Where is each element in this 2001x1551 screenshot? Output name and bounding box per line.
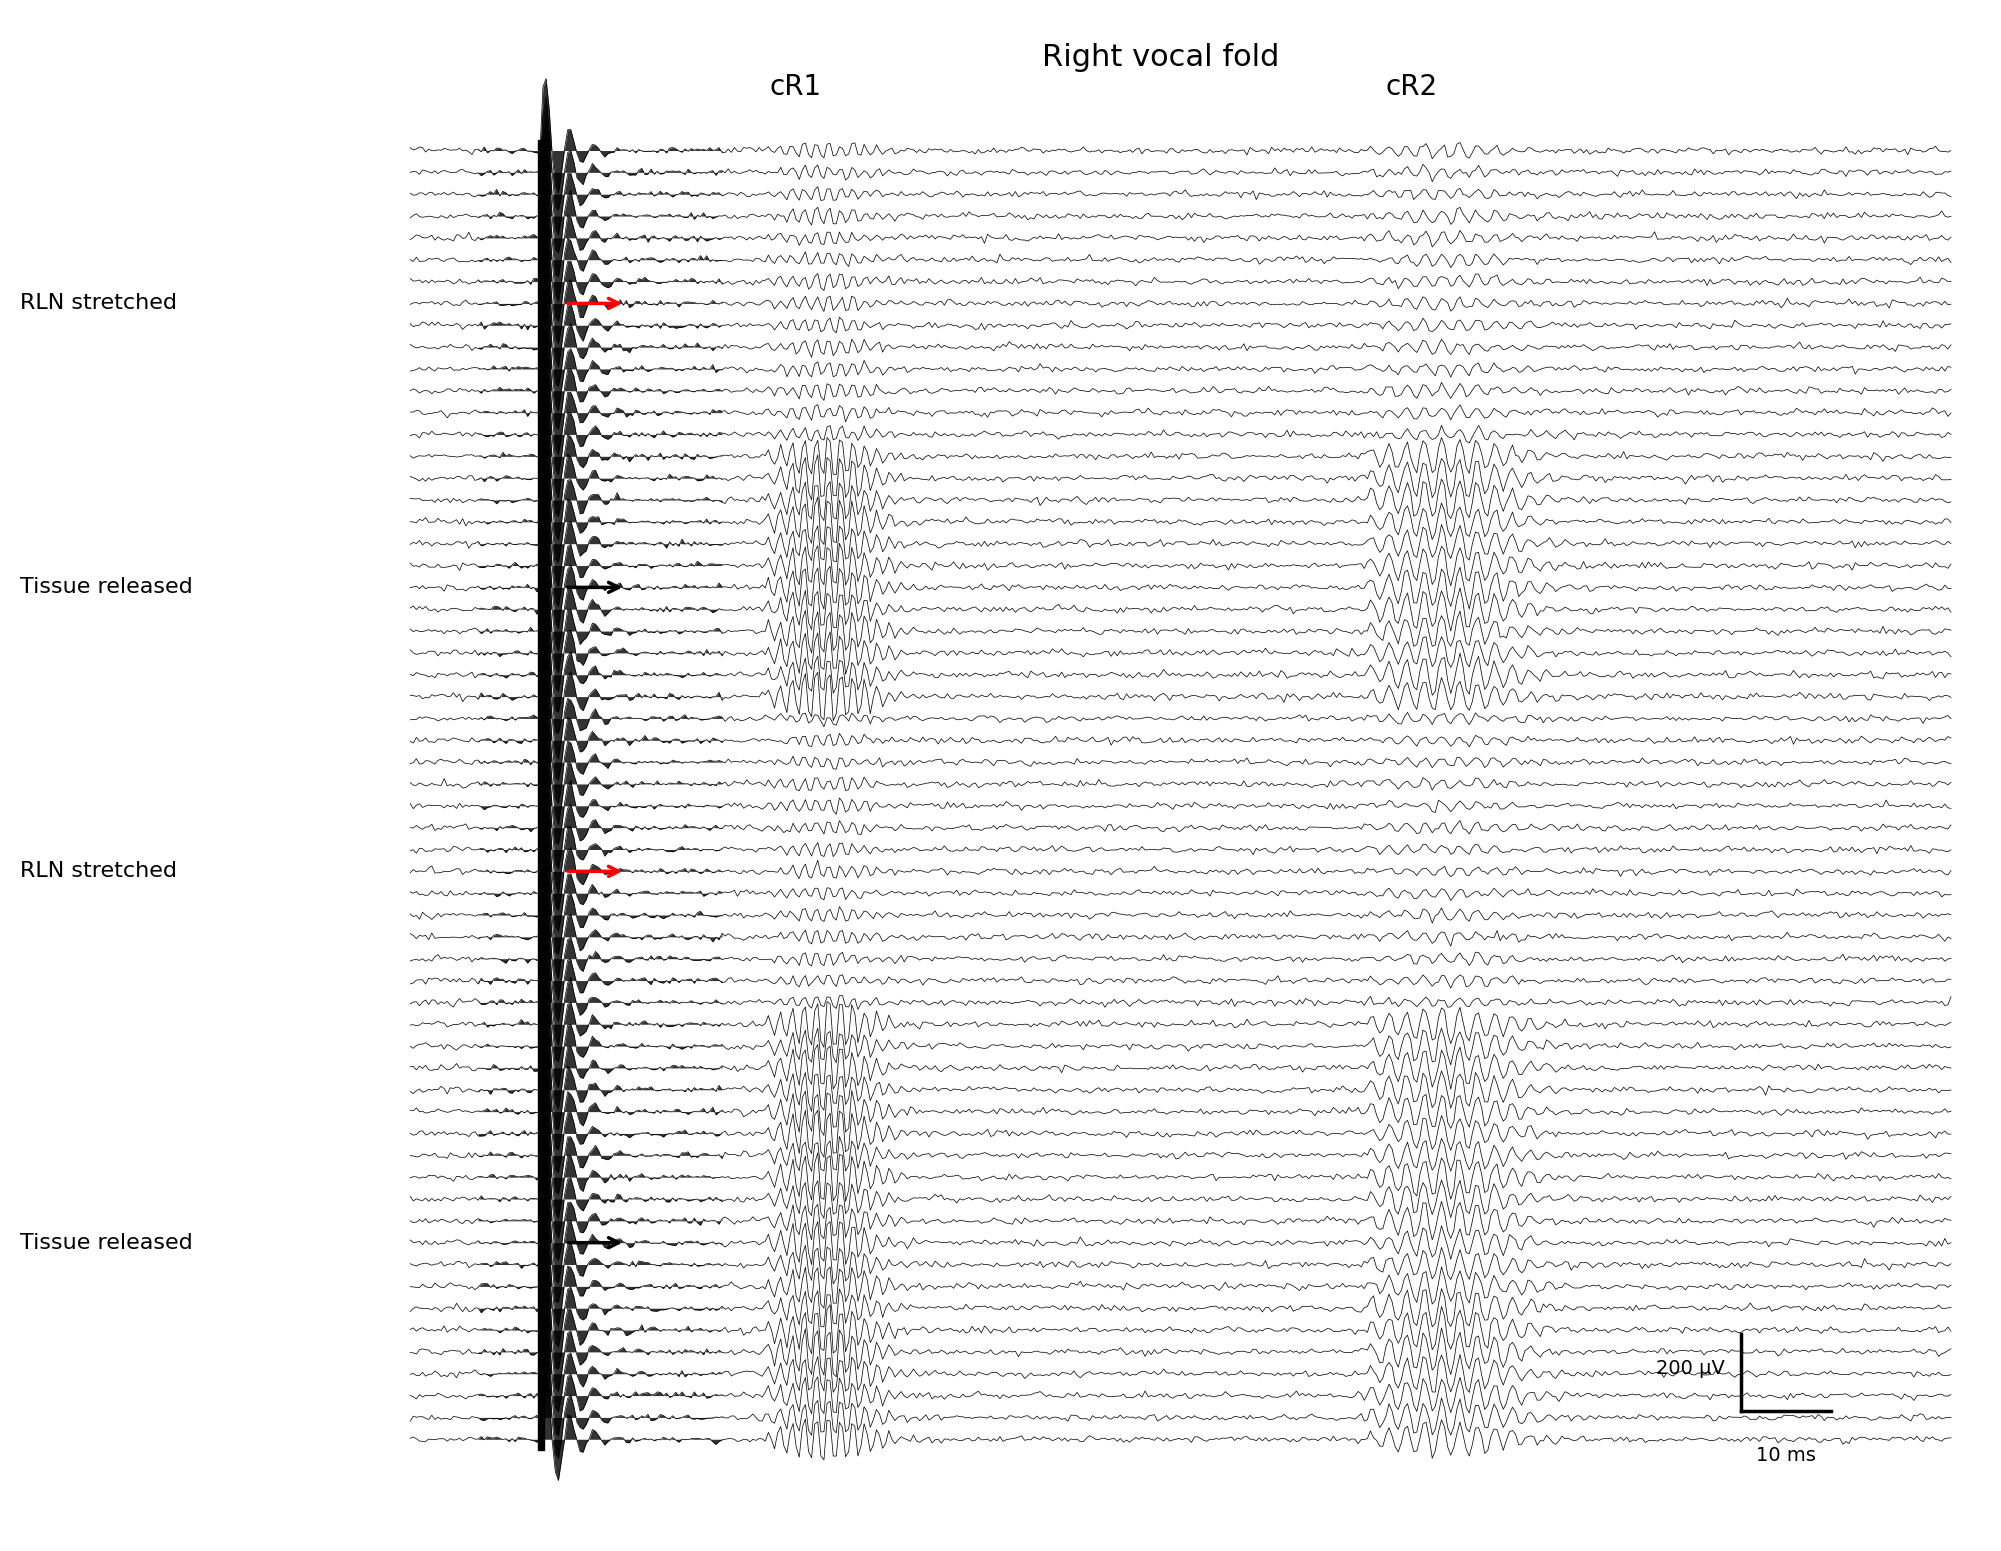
Text: RLN stretched: RLN stretched	[20, 293, 176, 313]
Text: RLN stretched: RLN stretched	[20, 861, 176, 881]
Text: Right vocal fold: Right vocal fold	[1043, 43, 1279, 73]
Text: cR1: cR1	[768, 73, 822, 101]
Text: Tissue released: Tissue released	[20, 577, 192, 597]
Text: 200 μV: 200 μV	[1657, 1359, 1725, 1379]
Text: cR2: cR2	[1385, 73, 1439, 101]
Text: 10 ms: 10 ms	[1757, 1446, 1815, 1464]
Bar	[538, 140, 544, 1450]
Text: Tissue released: Tissue released	[20, 1233, 192, 1253]
